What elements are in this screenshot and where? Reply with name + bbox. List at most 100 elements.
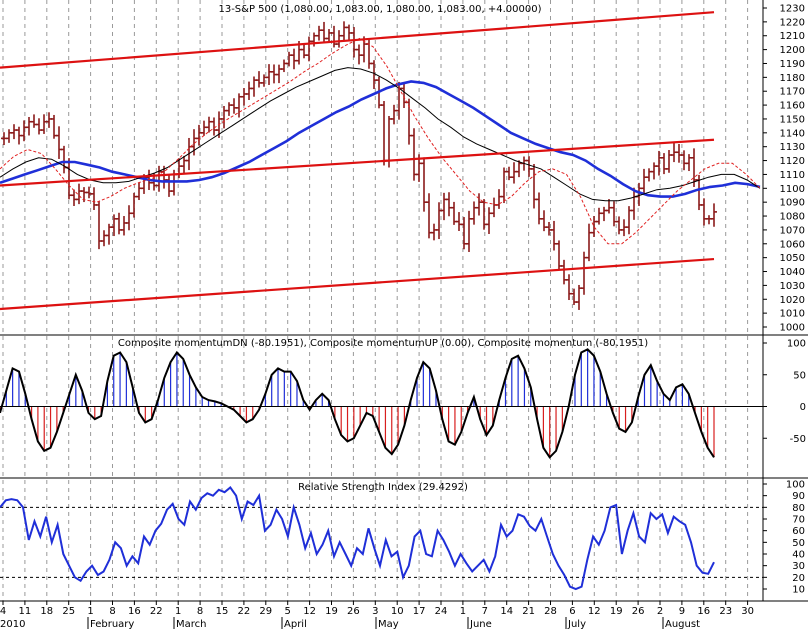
price-y-tick-label: 1030 xyxy=(780,281,805,292)
momentum-y-axis: 100 50 0 -50 xyxy=(763,339,806,445)
trend-channel-line xyxy=(0,11,715,69)
price-y-tick-label: 1050 xyxy=(780,253,805,264)
price-y-tick-label: 1140 xyxy=(780,128,805,139)
x-tick-label: 25 xyxy=(62,606,75,617)
month-label: May xyxy=(378,619,399,629)
price-y-tick-label: 1190 xyxy=(780,59,805,70)
price-y-tick-label: 1080 xyxy=(780,212,805,223)
price-y-tick-label: 1150 xyxy=(780,114,805,125)
x-tick-label: 5 xyxy=(285,606,291,617)
momentum-y-tick-label: 0 xyxy=(800,402,806,413)
x-tick-label: 1 xyxy=(175,606,181,617)
price-y-tick-label: 1060 xyxy=(780,239,805,250)
rsi-y-tick-label: 50 xyxy=(792,538,805,549)
price-y-tick-label: 1000 xyxy=(780,323,805,334)
x-tick-label: 8 xyxy=(197,606,203,617)
x-tick-label: 24 xyxy=(435,606,448,617)
momentum-y-tick-label: 100 xyxy=(787,339,806,350)
price-y-tick-label: 1160 xyxy=(780,101,805,112)
rsi-y-tick-label: 80 xyxy=(792,503,805,514)
price-y-tick-label: 1090 xyxy=(780,198,805,209)
moving-average-line xyxy=(0,67,761,202)
momentum-y-tick-label: 50 xyxy=(793,370,806,381)
x-tick-label: 10 xyxy=(391,606,404,617)
x-tick-label: 17 xyxy=(413,606,426,617)
month-label: February xyxy=(90,619,134,629)
price-y-tick-label: 1220 xyxy=(780,17,805,28)
rsi-y-tick-label: 20 xyxy=(792,573,805,584)
price-bars xyxy=(1,21,717,310)
price-y-axis: 1000 1010 1020 1030 1040 1050 1060 1070 1080 1090… xyxy=(763,4,805,334)
price-y-tick-label: 1230 xyxy=(780,4,805,15)
rsi-y-tick-label: 70 xyxy=(792,515,805,526)
rsi-y-tick-label: 10 xyxy=(792,585,805,596)
x-tick-label: 4 xyxy=(0,606,6,617)
month-label: April xyxy=(284,619,307,629)
price-panel: 1000 1010 1020 1030 1040 1050 1060 1070 1080 1090… xyxy=(0,4,805,334)
momentum-bars xyxy=(0,348,763,459)
rsi-y-tick-label: 100 xyxy=(786,480,805,491)
x-tick-label: 7 xyxy=(482,606,488,617)
month-label: 2010 xyxy=(0,619,25,629)
rsi-line xyxy=(0,486,763,591)
x-tick-label: 23 xyxy=(719,606,732,617)
price-y-tick-label: 1070 xyxy=(780,225,805,236)
moving-average-lines xyxy=(0,37,761,245)
x-tick-label: 6 xyxy=(569,606,575,617)
price-y-tick-label: 1120 xyxy=(780,156,805,167)
momentum-title: Composite momentumDN (-80.1951), Composi… xyxy=(118,338,648,349)
price-y-tick-label: 1040 xyxy=(780,267,805,278)
x-tick-label: 18 xyxy=(40,606,53,617)
x-tick-label: 8 xyxy=(109,606,115,617)
x-tick-label: 11 xyxy=(19,606,32,617)
rsi-y-tick-label: 60 xyxy=(792,526,805,537)
x-tick-label: 1 xyxy=(460,606,466,617)
price-y-tick-label: 1130 xyxy=(780,142,805,153)
price-y-tick-label: 1170 xyxy=(780,87,805,98)
moving-average-line xyxy=(0,80,761,198)
trend-channel-line xyxy=(0,138,715,187)
x-tick-label: 26 xyxy=(347,606,360,617)
x-tick-label: 15 xyxy=(216,606,229,617)
x-tick-label: 19 xyxy=(610,606,623,617)
month-label: June xyxy=(469,619,492,629)
rsi-y-tick-label: 40 xyxy=(792,550,805,561)
price-y-tick-label: 1200 xyxy=(780,45,805,56)
rsi-y-tick-label: 30 xyxy=(792,561,805,572)
price-title: 13-S&P 500 (1,080.00, 1,083.00, 1,080.00… xyxy=(218,4,541,15)
price-y-tick-label: 1010 xyxy=(780,309,805,320)
x-tick-label: 19 xyxy=(325,606,338,617)
x-tick-label: 22 xyxy=(150,606,163,617)
price-y-tick-label: 1180 xyxy=(780,73,805,84)
rsi-y-tick-label: 90 xyxy=(792,491,805,502)
x-tick-label: 12 xyxy=(303,606,316,617)
month-label: March xyxy=(176,619,206,629)
price-y-tick-label: 1020 xyxy=(780,295,805,306)
momentum-outline xyxy=(0,348,715,459)
price-y-tick-label: 1100 xyxy=(780,184,805,195)
x-tick-label: 16 xyxy=(697,606,710,617)
x-tick-label: 1 xyxy=(87,606,93,617)
x-tick-label: 9 xyxy=(679,606,685,617)
rsi-series-line xyxy=(0,486,715,591)
price-y-tick-label: 1210 xyxy=(780,31,805,42)
x-tick-label: 16 xyxy=(128,606,141,617)
x-tick-label: 3 xyxy=(372,606,378,617)
momentum-y-tick-label: -50 xyxy=(790,434,806,445)
price-bar xyxy=(711,203,717,227)
moving-average-line xyxy=(0,37,761,245)
x-tick-label: 14 xyxy=(500,606,513,617)
x-tick-label: 26 xyxy=(632,606,645,617)
rsi-title: Relative Strength Index (29.4292) xyxy=(298,482,468,493)
month-label: July xyxy=(567,619,586,629)
x-tick-label: 2 xyxy=(657,606,663,617)
trend-channel-line xyxy=(0,257,715,311)
x-tick-label: 12 xyxy=(588,606,601,617)
x-tick-label: 21 xyxy=(522,606,535,617)
momentum-panel: 100 50 0 -50 Composite momentumDN (-80.1951… xyxy=(0,338,806,459)
panel-frames xyxy=(0,0,808,602)
x-tick-label: 28 xyxy=(544,606,557,617)
